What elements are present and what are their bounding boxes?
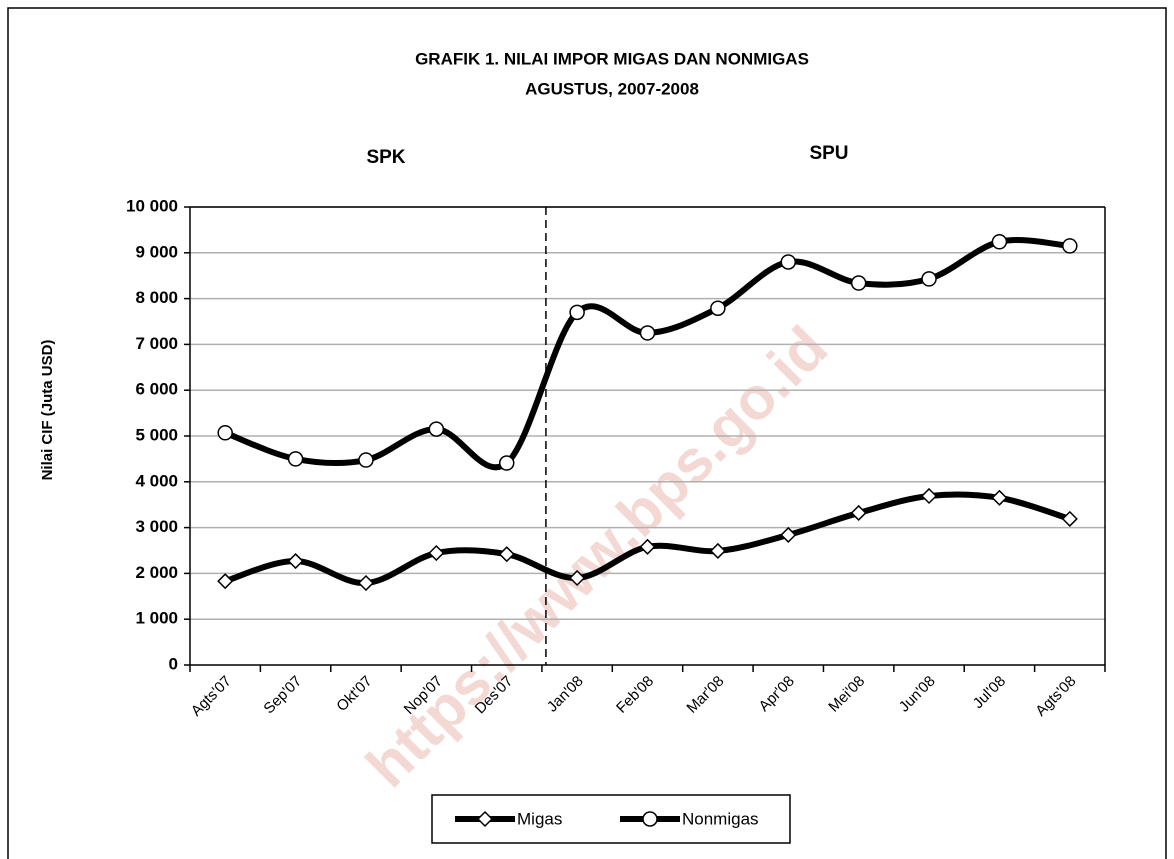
- marker-circle: [498, 455, 515, 471]
- marker-circle: [1062, 238, 1078, 254]
- y-tick-label: 8 000: [135, 288, 178, 307]
- marker-circle: [991, 234, 1008, 250]
- marker-diamond: [709, 542, 726, 560]
- marker-diamond: [498, 546, 515, 563]
- frame: [7, 7, 1167, 859]
- annotation: SPU: [809, 143, 848, 164]
- marker-circle: [780, 254, 797, 270]
- marker-diamond: [569, 569, 586, 587]
- y-tick-label: 6 000: [135, 380, 178, 399]
- marker-diamond: [476, 810, 494, 828]
- y-tick-label: 5 000: [135, 425, 178, 444]
- legend-label: Nonmigas: [682, 809, 759, 828]
- chart-subtitle: AGUSTUS, 2007-2008: [525, 79, 699, 98]
- y-axis-label: Nilai CIF (Juta USD): [39, 340, 56, 481]
- marker-circle: [428, 421, 445, 437]
- marker-diamond: [428, 544, 445, 562]
- marker-diamond: [920, 487, 938, 505]
- marker-diamond: [780, 526, 797, 543]
- marker-circle: [850, 275, 867, 291]
- marker-diamond: [639, 538, 656, 555]
- marker-diamond: [1061, 510, 1078, 527]
- y-tick-label: 4 000: [135, 471, 178, 490]
- marker-diamond: [991, 489, 1008, 506]
- marker-diamond: [287, 552, 304, 570]
- annotation: SPK: [366, 147, 405, 168]
- marker-circle: [217, 425, 233, 441]
- marker-circle: [358, 452, 374, 468]
- chart-title: GRAFIK 1. NILAI IMPOR MIGAS DAN NONMIGAS: [415, 49, 809, 68]
- marker-circle: [639, 325, 656, 341]
- y-tick-label: 0: [169, 654, 178, 673]
- y-tick-label: 9 000: [135, 242, 178, 261]
- y-tick-label: 2 000: [135, 563, 178, 582]
- marker-circle: [287, 451, 304, 467]
- marker-circle: [710, 300, 726, 316]
- y-tick-label: 10 000: [126, 196, 178, 215]
- marker-circle: [642, 811, 658, 827]
- y-tick-label: 1 000: [135, 609, 178, 628]
- marker-diamond: [217, 573, 234, 590]
- legend-label: Migas: [517, 809, 562, 828]
- y-tick-label: 7 000: [135, 334, 178, 353]
- marker-circle: [569, 304, 585, 321]
- marker-diamond: [357, 574, 375, 592]
- marker-diamond: [850, 504, 867, 522]
- marker-circle: [921, 271, 937, 287]
- y-tick-label: 3 000: [135, 517, 178, 536]
